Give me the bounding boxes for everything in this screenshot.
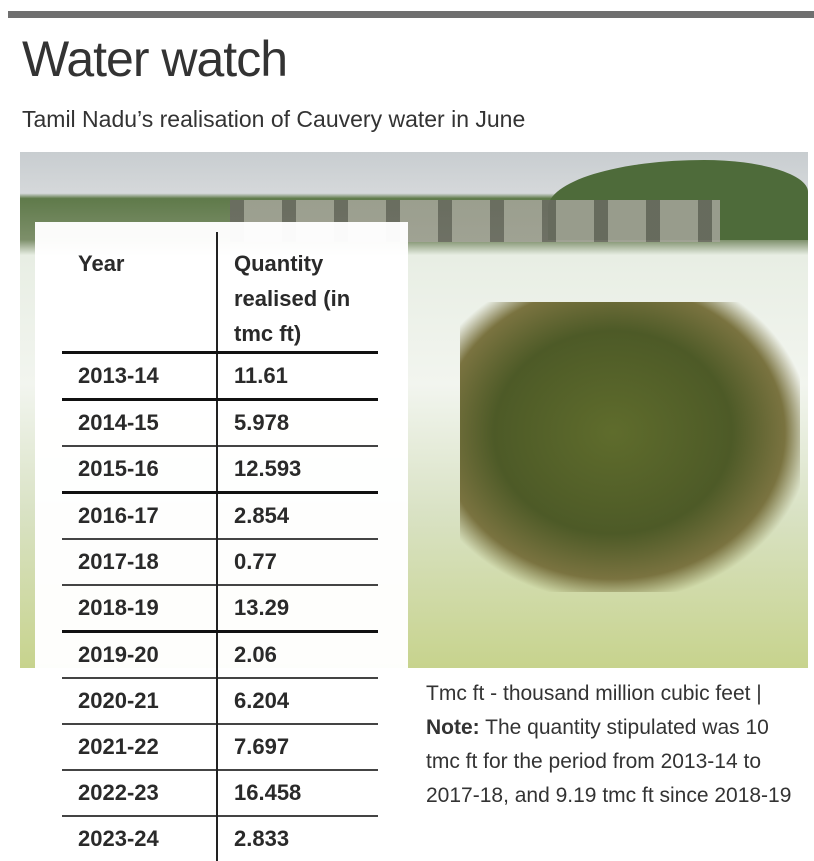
table: Year Quantity realised (in tmc ft) 2013-… xyxy=(62,232,378,861)
table-row: 2023-24 2.833 xyxy=(62,815,378,861)
table-panel: Year Quantity realised (in tmc ft) 2013-… xyxy=(35,222,408,861)
table-row: 2021-22 7.697 xyxy=(62,723,378,770)
quantity-cell: 5.978 xyxy=(217,398,378,446)
quantity-cell: 7.697 xyxy=(217,723,378,770)
note-text: The quantity stipulated was 10 tmc ft fo… xyxy=(426,716,792,807)
year-cell: 2017-18 xyxy=(62,538,218,585)
table-row: 2017-18 0.77 xyxy=(62,538,378,585)
year-cell: 2018-19 xyxy=(62,584,218,632)
table-row: 2016-17 2.854 xyxy=(62,491,378,539)
year-cell: 2015-16 xyxy=(62,445,218,493)
table-row: 2018-19 13.29 xyxy=(62,584,378,632)
quantity-cell: 2.833 xyxy=(217,815,378,861)
year-cell: 2019-20 xyxy=(62,630,218,678)
column-header: Year xyxy=(62,232,218,353)
quantity-cell: 12.593 xyxy=(217,445,378,493)
note: Tmc ft - thousand million cubic feet | N… xyxy=(426,677,796,813)
year-cell: 2016-17 xyxy=(62,491,218,539)
table-row: 2014-15 5.978 xyxy=(62,398,378,446)
year-cell: 2013-14 xyxy=(62,351,218,400)
table-row: 2013-14 11.61 xyxy=(62,351,378,400)
note-definition: Tmc ft - thousand million cubic feet | xyxy=(426,682,762,705)
quantity-cell: 2.06 xyxy=(217,630,378,678)
year-cell: 2014-15 xyxy=(62,398,218,446)
table-row: 2019-20 2.06 xyxy=(62,630,378,678)
quantity-cell: 6.204 xyxy=(217,677,378,724)
table-row: 2022-23 16.458 xyxy=(62,769,378,816)
year-cell: 2021-22 xyxy=(62,723,218,770)
quantity-cell: 16.458 xyxy=(217,769,378,816)
subtitle: Tamil Nadu’s realisation of Cauvery wate… xyxy=(22,106,526,132)
year-cell: 2023-24 xyxy=(62,815,218,861)
table-row: 2020-21 6.204 xyxy=(62,677,378,724)
quantity-cell: 13.29 xyxy=(217,584,378,632)
column-header: Quantity realised (in tmc ft) xyxy=(234,251,351,346)
year-cell: 2022-23 xyxy=(62,769,218,816)
table-row: 2015-16 12.593 xyxy=(62,445,378,493)
rock xyxy=(460,302,800,592)
top-rule xyxy=(8,11,814,18)
quantity-cell: 0.77 xyxy=(217,538,378,585)
year-cell: 2020-21 xyxy=(62,677,218,724)
title: Water watch xyxy=(22,31,288,87)
quantity-cell: 11.61 xyxy=(217,351,378,400)
note-label: Note: xyxy=(426,716,480,739)
quantity-cell: 2.854 xyxy=(217,491,378,539)
